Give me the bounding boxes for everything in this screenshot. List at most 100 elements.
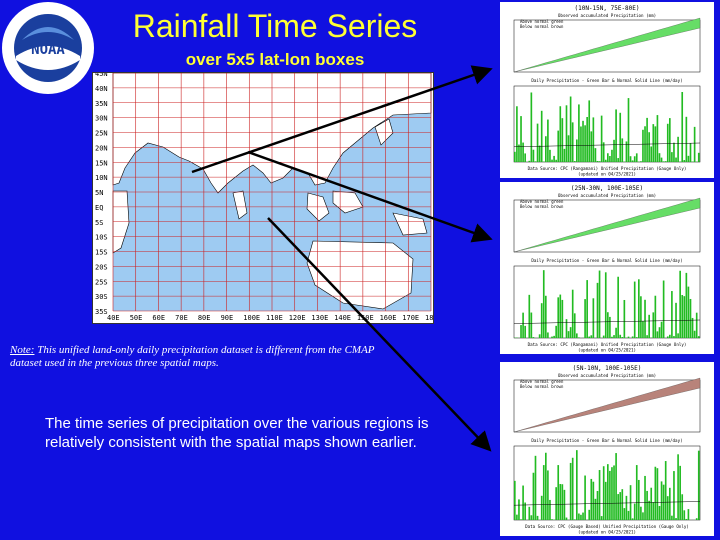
slide-title: Rainfall Time Series [132, 8, 418, 44]
panel-daily-bar [578, 513, 580, 520]
timeseries-panel-3: (5N-10N, 100E-105E)Observed accumulated … [500, 362, 714, 536]
panel-daily-bar [609, 470, 611, 520]
panel-daily-bar [518, 499, 520, 520]
map-lon-label: 150E [357, 314, 374, 322]
panel-daily-bar [576, 139, 578, 162]
panel-daily-bar [687, 509, 690, 520]
panel-daily-bar [638, 279, 640, 338]
panel-daily-bar [619, 334, 622, 338]
panel-updated: (updated on 04/25/2021) [578, 348, 636, 353]
panel-daily-bar [596, 282, 599, 338]
panel-daily-bar [666, 496, 669, 520]
panel-daily-bar [530, 515, 533, 520]
panel-daily-bar [664, 461, 667, 520]
panel-updated: (updated on 04/25/2021) [578, 172, 636, 177]
panel-daily-bar [522, 485, 524, 520]
panel-daily-bar [646, 490, 648, 520]
panel-bottom-title: Daily Precipitation - Green Bar & Normal… [531, 438, 682, 443]
panel-daily-bar [592, 481, 595, 520]
panel-daily-bar [695, 518, 698, 520]
panel-legend: Above normal green [520, 19, 564, 24]
panel-daily-bar [648, 314, 650, 338]
panel-daily-bar [569, 96, 572, 162]
panel-daily-bar [621, 138, 624, 162]
panel-daily-bar [619, 112, 622, 162]
panel-daily-bar [553, 155, 555, 162]
timeseries-panel-2: (25N-30N, 100E-105E)Observed accumulated… [500, 182, 714, 354]
panel-daily-bar [534, 455, 537, 520]
panel-daily-bar [542, 270, 545, 338]
panel-daily-bar [598, 470, 601, 520]
panel-daily-bar [642, 129, 644, 162]
panel-daily-bar [609, 156, 611, 162]
summary-text: The time series of precipitation over th… [45, 415, 429, 451]
panel-daily-bar [559, 106, 562, 162]
map-lat-label: 35S [95, 308, 108, 316]
panel-daily-bar [617, 276, 619, 338]
map-lat-label: 15N [95, 159, 108, 167]
panel-daily-bar [654, 295, 657, 338]
map-lon-label: 90E [221, 314, 234, 322]
panel-daily-bar [563, 489, 566, 520]
panel-daily-bar [561, 118, 564, 162]
panel-daily-bar [547, 332, 549, 338]
panel-daily-bar [693, 126, 696, 162]
panel-daily-bar [540, 303, 543, 338]
panel-daily-bar [551, 336, 553, 338]
panel-daily-bar [677, 454, 679, 520]
map-lon-label: 60E [152, 314, 165, 322]
panel-daily-bar [621, 489, 624, 520]
panel-daily-bar [557, 465, 560, 520]
panel-accum-frame [513, 19, 701, 73]
panel-daily-bar [613, 465, 615, 520]
panel-daily-bar [691, 317, 694, 338]
panel-daily-bar [551, 159, 553, 162]
panel-daily-bar [607, 153, 609, 162]
panel-daily-bar [642, 512, 644, 520]
panel-daily-bar [640, 161, 642, 162]
panel-daily-bar [536, 123, 539, 162]
map-lon-label: 50E [130, 314, 143, 322]
panel-daily-bar [617, 494, 619, 520]
map-lat-label: EQ [95, 204, 103, 212]
panel-daily-bar [693, 330, 696, 338]
panel-daily-bar [604, 272, 607, 338]
panel-daily-bar [679, 465, 681, 520]
panel-legend: Below normal brown [520, 384, 564, 389]
panel-daily-bar [561, 299, 564, 338]
panel-daily-bar [576, 333, 578, 338]
panel-daily-bar [569, 327, 572, 338]
panel-daily-bar [613, 335, 615, 338]
map-lat-label: 30S [95, 293, 108, 301]
panel-daily-bar [656, 331, 659, 338]
panel-daily-bar [578, 104, 580, 162]
panel-daily-bar [580, 514, 582, 520]
panel-daily-bar [609, 316, 611, 338]
panel-daily-bar [569, 462, 572, 520]
panel-daily-bar [646, 335, 648, 338]
panel-daily-bar [555, 159, 557, 162]
noaa-logo: NOAA [2, 2, 94, 94]
panel-daily-bar [559, 294, 562, 338]
panel-daily-bar [623, 299, 626, 338]
map-lon-label: 120E [289, 314, 306, 322]
map-lon-label: 100E [243, 314, 260, 322]
panel-daily-bar [611, 149, 613, 162]
panel-daily-bar [588, 509, 591, 520]
panel-daily-bar [635, 465, 638, 520]
panel-daily-bar [598, 270, 601, 338]
panel-daily-bar [549, 149, 551, 162]
panel-daily-bar [594, 148, 597, 162]
panel-daily-bar [675, 157, 677, 162]
panel-daily-bar [683, 296, 686, 338]
panel-daily-bar [685, 116, 688, 162]
panel-daily-bar [598, 161, 601, 162]
panel-daily-bar [642, 321, 644, 338]
panel-accum-frame [513, 379, 701, 433]
map-lat-label: 15S [95, 249, 108, 257]
map-lon-label: 180 [425, 314, 434, 322]
panel-daily-bar [545, 136, 547, 162]
panel-daily-bar [650, 146, 653, 162]
panel-daily-bar [679, 270, 681, 338]
panel-daily-bar [536, 515, 539, 520]
